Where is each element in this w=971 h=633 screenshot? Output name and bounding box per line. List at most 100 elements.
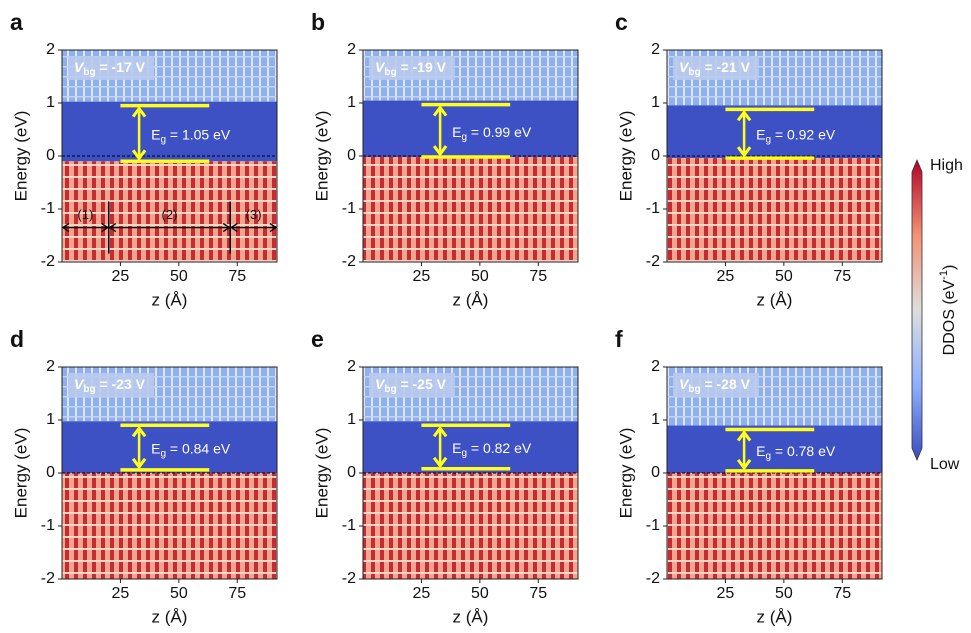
colorbar-title-end: )	[941, 265, 958, 270]
y-tick-label: -2	[41, 570, 55, 587]
gate-symbol: V	[679, 59, 690, 75]
x-tick-label: 75	[529, 585, 547, 602]
gate-label-box	[68, 56, 154, 80]
gate-label-box	[673, 373, 759, 397]
arrow-head	[736, 458, 752, 471]
heatmap-gap	[62, 101, 277, 162]
panel: -2 -1 0 1 2 25 50 75 z (Å) Energy (eV) d Vbg = -23 …	[10, 326, 278, 626]
y-tick-label: -2	[342, 570, 356, 587]
gate-subscript: bg	[688, 384, 700, 395]
panel-letter: d	[10, 326, 24, 352]
y-tick-label: -1	[41, 200, 55, 217]
y-tick-label: -1	[342, 200, 356, 217]
y-tick-label: 2	[46, 358, 55, 375]
x-tick-label: 75	[833, 268, 851, 285]
x-axis-label: z (Å)	[453, 607, 489, 626]
panel: -2 -1 0 1 2 25 50 75 z (Å) Energy (eV) f Vbg = -28 …	[615, 326, 883, 626]
gate-subscript: bg	[83, 384, 95, 395]
gate-label: Vbg = -25 V	[375, 376, 447, 395]
arrow-head	[108, 223, 117, 233]
gate-label-box	[369, 373, 455, 397]
gate-symbol: V	[74, 376, 85, 392]
y-tick-label: 0	[651, 147, 660, 164]
gate-value: = -23 V	[96, 376, 146, 392]
y-tick-label: 0	[347, 464, 356, 481]
gap-label: Eg = 0.84 eV	[151, 440, 231, 459]
gap-symbol: E	[452, 440, 461, 456]
y-tick-label: 2	[347, 358, 356, 375]
gap-subscript: g	[160, 448, 166, 459]
arrow-head	[222, 223, 231, 233]
x-tick-label: 75	[228, 268, 246, 285]
colorbar: High Low DDOS (eV-1)	[911, 157, 963, 473]
x-tick-label: 75	[529, 268, 547, 285]
y-axis-label: Energy (eV)	[312, 428, 331, 519]
x-tick-label: 75	[228, 585, 246, 602]
gate-symbol: V	[375, 376, 386, 392]
gap-subscript: g	[461, 448, 467, 459]
heatmap-valence	[62, 161, 277, 262]
x-axis-label: z (Å)	[453, 290, 489, 309]
colorbar-scale	[911, 158, 923, 462]
x-tick-label: 50	[170, 268, 188, 285]
arrow-head	[432, 456, 448, 469]
gate-label: Vbg = -19 V	[375, 59, 447, 78]
gate-value: = -28 V	[701, 376, 751, 392]
panel-letter: c	[615, 9, 628, 35]
arrow-head	[61, 223, 70, 233]
gap-value: = 0.92 eV	[771, 126, 836, 142]
x-axis-label: z (Å)	[152, 607, 188, 626]
gap-symbol: E	[151, 440, 160, 456]
x-tick-label: 50	[775, 585, 793, 602]
colorbar-title-main: DDOS (eV	[941, 279, 958, 355]
y-tick-label: 0	[347, 147, 356, 164]
arrow-head	[736, 146, 752, 158]
arrow-head	[131, 457, 147, 470]
gate-subscript: bg	[384, 384, 396, 395]
gap-label: Eg = 0.82 eV	[452, 440, 532, 459]
arrow-head	[230, 223, 238, 233]
gate-subscript: bg	[83, 67, 95, 78]
y-tick-label: -2	[646, 253, 660, 270]
gate-value: = -19 V	[397, 59, 447, 75]
gap-label: Eg = 0.92 eV	[756, 126, 836, 145]
colorbar-title: DDOS (eV-1)	[938, 265, 958, 356]
gate-symbol: V	[74, 59, 85, 75]
heatmap-valence	[667, 158, 882, 262]
gate-subscript: bg	[384, 67, 396, 78]
x-tick-label: 25	[717, 268, 735, 285]
gate-value: = -25 V	[397, 376, 447, 392]
gap-subscript: g	[461, 131, 467, 142]
arrow-head	[131, 106, 147, 118]
y-tick-label: 1	[651, 411, 660, 428]
gate-label-box	[68, 373, 154, 397]
gap-label: Eg = 1.05 eV	[151, 126, 231, 145]
y-tick-label: 2	[651, 358, 660, 375]
x-axis-label: z (Å)	[757, 290, 793, 309]
y-tick-label: 1	[46, 411, 55, 428]
x-tick-label: 75	[833, 585, 851, 602]
y-tick-label: 1	[46, 94, 55, 111]
y-axis-label: Energy (eV)	[312, 111, 331, 202]
x-tick-label: 50	[775, 268, 793, 285]
y-tick-label: 0	[651, 464, 660, 481]
y-axis-label: Energy (eV)	[616, 111, 635, 202]
heatmap-valence	[363, 473, 578, 579]
panel-letter: e	[311, 326, 324, 352]
gap-label: Eg = 0.78 eV	[756, 443, 836, 462]
gate-label: Vbg = -28 V	[679, 376, 751, 395]
colorbar-high: High	[930, 157, 963, 174]
heatmap-gap	[363, 100, 578, 158]
x-tick-label: 25	[112, 585, 130, 602]
y-tick-label: 1	[347, 411, 356, 428]
gap-value: = 0.84 eV	[166, 440, 231, 456]
region-label: (1)	[77, 207, 93, 222]
y-tick-label: -1	[41, 517, 55, 534]
y-tick-label: 1	[651, 94, 660, 111]
y-tick-label: 2	[46, 41, 55, 58]
colorbar-title-sup: -1	[938, 270, 950, 280]
panel: -2 -1 0 1 2 25 50 75 z (Å) Energy (eV) c Vbg = -21 …	[615, 9, 883, 309]
x-tick-label: 25	[413, 585, 431, 602]
gate-symbol: V	[679, 376, 690, 392]
